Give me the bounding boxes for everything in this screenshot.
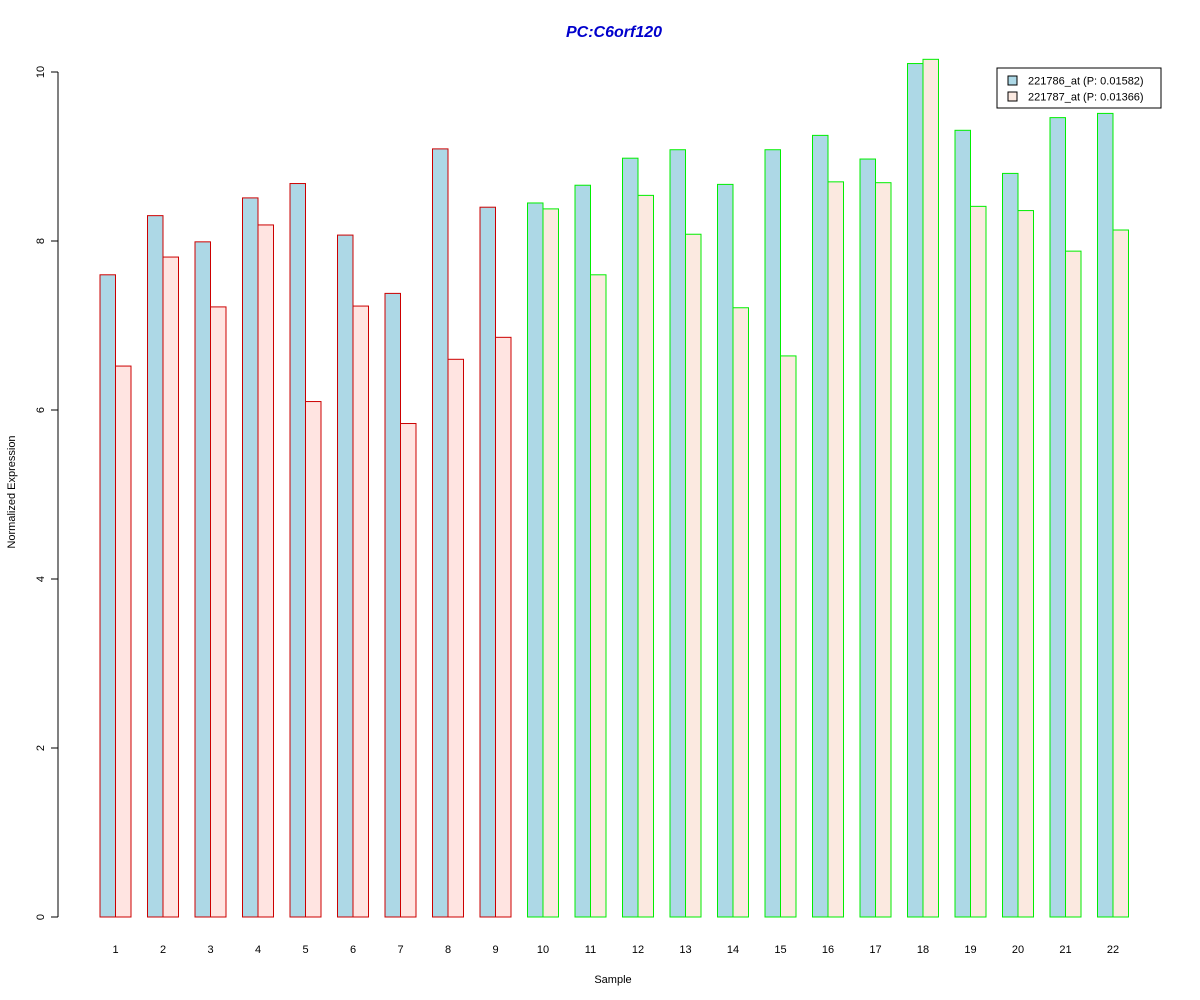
bar-221787-sample-19 <box>970 205 987 918</box>
bar-221787-sample-2 <box>162 256 179 918</box>
bar-221786-sample-15 <box>764 149 781 918</box>
bar-221787-sample-10 <box>542 208 559 918</box>
x-tick-label: 13 <box>679 944 691 956</box>
x-tick-label: 2 <box>160 944 166 956</box>
legend-label-1: 221786_at (P: 0.01582) <box>1028 76 1144 88</box>
x-tick-label: 21 <box>1059 944 1071 956</box>
x-tick-label: 20 <box>1012 944 1024 956</box>
bar-221786-sample-13 <box>669 149 686 918</box>
bar-221787-sample-1 <box>115 365 132 918</box>
legend: 221786_at (P: 0.01582) 221787_at (P: 0.01… <box>996 67 1162 109</box>
bar-221787-sample-14 <box>732 307 749 918</box>
x-tick-label: 22 <box>1107 944 1119 956</box>
bar-221787-sample-12 <box>637 194 654 918</box>
bar-221787-sample-20 <box>1017 210 1034 918</box>
bar-221786-sample-20 <box>1002 172 1019 918</box>
x-tick-label: 15 <box>774 944 786 956</box>
x-tick-label: 1 <box>112 944 118 956</box>
bar-221787-sample-22 <box>1112 229 1129 918</box>
x-tick-label: 4 <box>255 944 261 956</box>
x-tick-label: 3 <box>207 944 213 956</box>
x-tick-label: 11 <box>585 944 596 956</box>
x-tick-label: 18 <box>917 944 929 956</box>
x-tick-label: 9 <box>492 944 498 956</box>
bar-221786-sample-4 <box>242 197 259 918</box>
bar-221787-sample-17 <box>875 182 892 918</box>
y-tick-label: 6 <box>35 407 47 413</box>
legend-label-2: 221787_at (P: 0.01366) <box>1028 92 1144 104</box>
bar-221787-sample-7 <box>400 423 417 918</box>
x-tick-label: 10 <box>537 944 549 956</box>
x-tick-label: 19 <box>964 944 976 956</box>
bar-221786-sample-22 <box>1097 112 1114 918</box>
bar-221786-sample-18 <box>907 63 924 918</box>
bar-221786-sample-7 <box>384 292 401 918</box>
y-axis-label: Normalized Expression <box>6 435 18 548</box>
bar-221786-sample-1 <box>99 274 116 918</box>
bar-221786-sample-14 <box>717 183 734 918</box>
x-tick-label: 5 <box>302 944 308 956</box>
bar-221787-sample-8 <box>447 358 464 918</box>
x-tick-label: 8 <box>445 944 451 956</box>
x-tick-label: 16 <box>822 944 834 956</box>
bar-221787-sample-16 <box>827 181 844 918</box>
bar-221786-sample-17 <box>859 158 876 918</box>
x-tick-label: 17 <box>869 944 881 956</box>
bar-221786-sample-21 <box>1049 117 1066 918</box>
bar-221787-sample-13 <box>685 233 702 918</box>
bar-221786-sample-12 <box>622 157 639 918</box>
bar-221787-sample-21 <box>1065 250 1082 918</box>
bar-221787-sample-15 <box>780 355 797 918</box>
x-axis-label: Sample <box>594 974 631 986</box>
bar-221787-sample-18 <box>922 58 939 918</box>
bar-221787-sample-6 <box>352 305 369 918</box>
y-tick-label: 10 <box>35 66 47 78</box>
y-tick-label: 2 <box>35 745 47 751</box>
y-tick-label: 0 <box>35 914 47 920</box>
legend-swatch-1 <box>1007 75 1018 86</box>
bar-221786-sample-16 <box>812 134 829 918</box>
chart-title: PC:C6orf120 <box>566 24 662 41</box>
y-tick-label: 4 <box>35 576 47 582</box>
x-tick-label: 12 <box>632 944 644 956</box>
bar-221786-sample-2 <box>147 215 164 918</box>
bar-221787-sample-4 <box>257 224 274 918</box>
bar-221787-sample-5 <box>305 401 322 918</box>
x-tick-label: 7 <box>397 944 403 956</box>
bar-221787-sample-3 <box>210 306 227 918</box>
y-axis: 0 2 4 6 8 10 <box>35 66 59 920</box>
bars <box>99 58 1129 918</box>
legend-box <box>996 67 1162 109</box>
bar-221787-sample-11 <box>590 274 607 918</box>
x-tick-label: 6 <box>350 944 356 956</box>
x-tick-labels: 1 2 3 4 5 6 7 8 9 10 11 12 13 14 15 16 17 18 19 20 21 22 <box>112 944 1119 956</box>
x-tick-label: 14 <box>727 944 739 956</box>
bar-221787-sample-9 <box>495 336 512 918</box>
bar-221786-sample-9 <box>479 206 496 918</box>
bar-221786-sample-10 <box>527 202 544 918</box>
bar-221786-sample-5 <box>289 183 306 918</box>
y-tick-label: 8 <box>35 238 47 244</box>
bar-221786-sample-3 <box>194 241 211 918</box>
bar-221786-sample-11 <box>574 184 591 918</box>
bar-221786-sample-19 <box>954 129 971 918</box>
legend-swatch-2 <box>1007 91 1018 102</box>
bar-221786-sample-6 <box>337 234 354 918</box>
bar-221786-sample-8 <box>432 148 449 918</box>
